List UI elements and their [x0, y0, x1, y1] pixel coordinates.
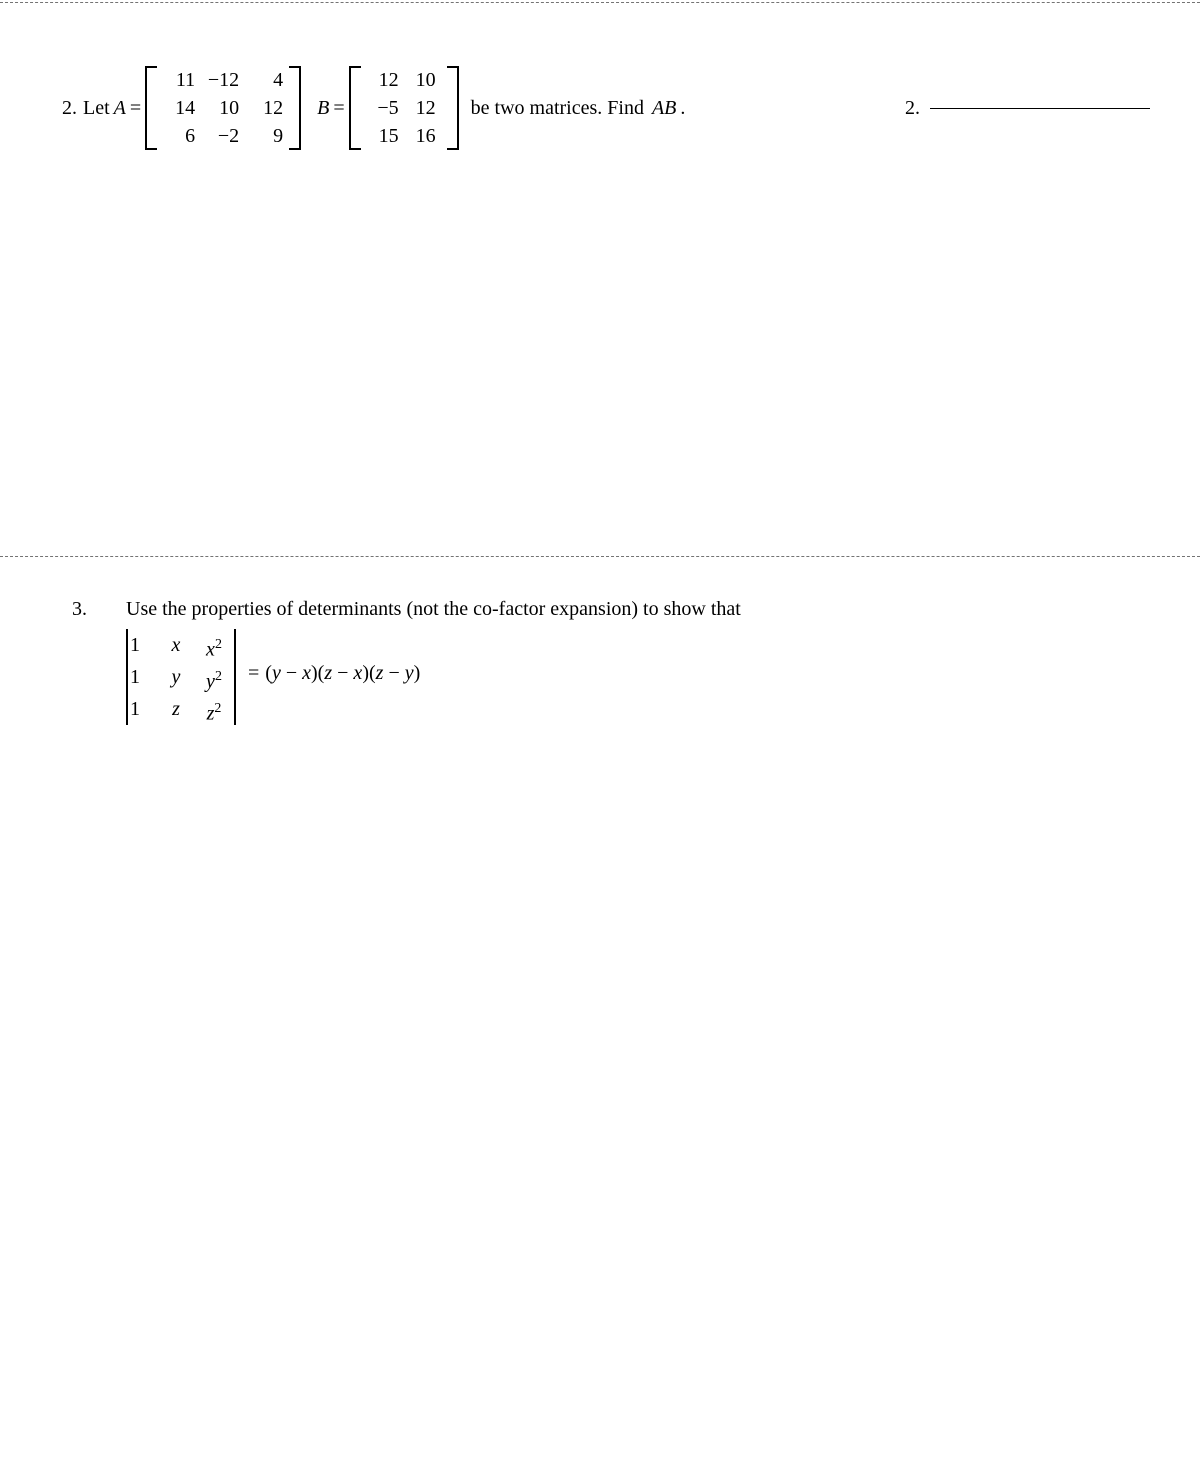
mB-r1c1: 12	[411, 94, 441, 122]
divider-top	[0, 2, 1200, 3]
question-3: 3. Use the properties of determinants (n…	[72, 598, 1140, 725]
bracket-right-icon	[289, 66, 301, 150]
d-r1c1: y	[158, 661, 194, 693]
divider-mid	[0, 556, 1200, 557]
d-r2c2: z2	[194, 693, 234, 725]
d-r1c2: y2	[194, 661, 234, 693]
q2-eq-1: =	[130, 97, 141, 120]
mA-r2c2: 9	[251, 122, 283, 150]
mA-r1c1: 10	[207, 94, 239, 122]
mA-r2c0: 6	[163, 122, 195, 150]
q2-product: AB	[652, 97, 676, 120]
mB-r2c1: 16	[411, 122, 441, 150]
q2-eq-2: =	[333, 97, 344, 120]
q2-period: .	[680, 97, 685, 120]
q3-rhs: (y − x)(z − x)(z − y)	[265, 662, 420, 685]
mB-r0c0: 12	[367, 66, 399, 94]
mA-r1c2: 12	[251, 94, 283, 122]
d-r1c0: 1	[128, 661, 158, 693]
q3-number: 3.	[72, 598, 126, 621]
d-r2c1: z	[158, 693, 194, 725]
bracket-left-icon	[349, 66, 361, 150]
mA-r0c2: 4	[251, 66, 283, 94]
bracket-left-icon	[145, 66, 157, 150]
mA-r2c1: −2	[207, 122, 239, 150]
mA-r0c1: −12	[207, 66, 239, 94]
q3-eq: =	[248, 662, 259, 685]
d-r0c2: x2	[194, 629, 234, 661]
q2-lead: Let	[83, 97, 110, 120]
mA-r1c0: 14	[163, 94, 195, 122]
q2-B-label: B	[317, 97, 329, 120]
mB-r0c1: 10	[411, 66, 441, 94]
d-r0c1: x	[158, 629, 194, 661]
mA-r0c0: 11	[163, 66, 195, 94]
q2-A-label: A	[114, 97, 126, 120]
page: 2. Let A = 11 14 6 −12 10 −2 4 12 9	[0, 0, 1200, 1484]
matrix-A: 11 14 6 −12 10 −2 4 12 9	[145, 66, 301, 150]
determinant: 1 x x2 1 y y2 1 z	[126, 629, 236, 725]
det-bar-right-icon	[234, 629, 236, 725]
d-r2c0: 1	[128, 693, 158, 725]
q2-answer-label: 2.	[905, 97, 920, 120]
mB-r2c0: 15	[367, 122, 399, 150]
bracket-right-icon	[447, 66, 459, 150]
q2-trail: be two matrices. Find	[471, 97, 644, 120]
mB-r1c0: −5	[367, 94, 399, 122]
answer-blank[interactable]	[930, 108, 1150, 109]
q3-text: Use the properties of determinants (not …	[126, 598, 1140, 621]
question-2: 2. Let A = 11 14 6 −12 10 −2 4 12 9	[62, 66, 1150, 150]
matrix-B: 12 −5 15 10 12 16	[349, 66, 459, 150]
d-r0c0: 1	[128, 629, 158, 661]
q2-number: 2.	[62, 97, 77, 120]
